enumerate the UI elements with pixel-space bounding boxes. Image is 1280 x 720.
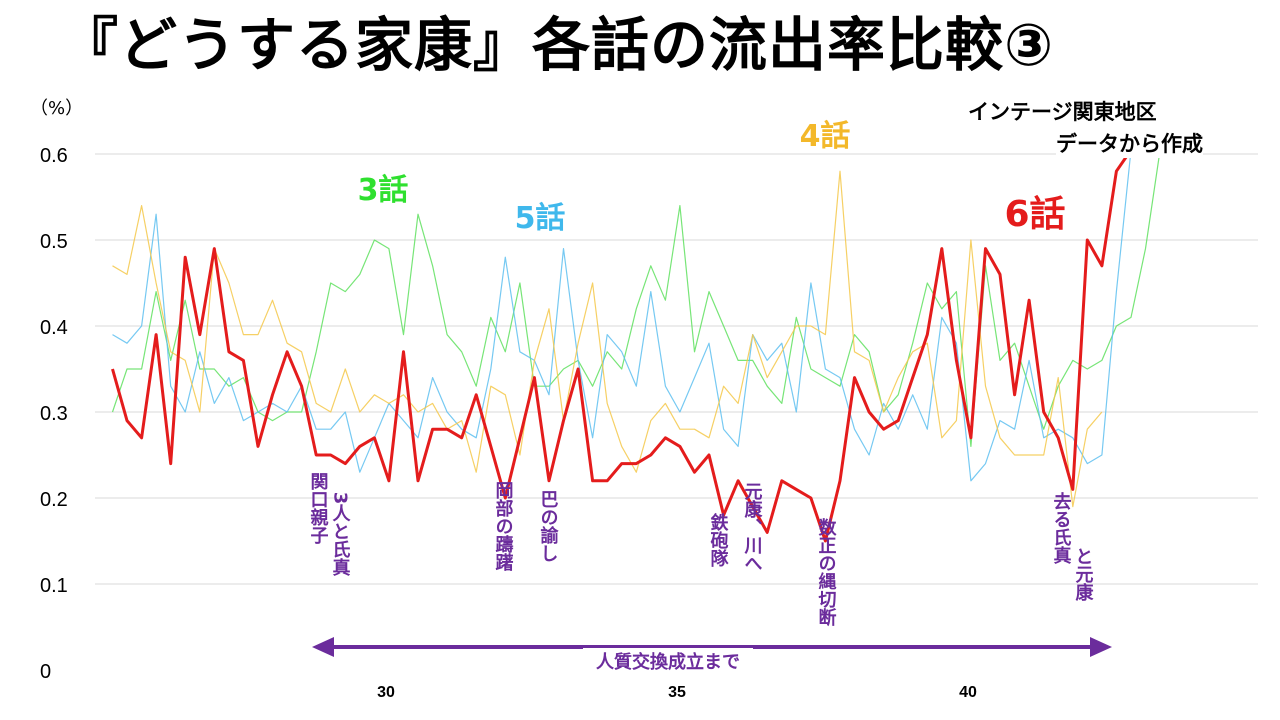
y-tick-label: 0.1 [40,575,68,597]
x-tick-label: 30 [377,684,395,701]
series-line-4 [111,149,1133,543]
annotation-2: 3人と氏真 [330,492,351,577]
span-arrow-left-head [312,637,334,657]
span-arrow-label-bg [583,648,753,672]
x-axis-ticks: 30 35 40 [377,684,977,701]
series-label: 3話 [358,173,409,208]
annotation-8: 去る氏真 [1051,491,1072,565]
series-line-2 [112,149,1146,482]
y-tick-label: 0.3 [40,403,68,425]
y-tick-label: 0.6 [40,145,68,167]
y-tick-label: 0.4 [40,317,68,339]
source-note-line1: インテージ関東地区 [968,96,1157,126]
series-lines [111,149,1161,543]
source-note-line2: データから作成 [1056,128,1203,158]
annotation-5: 鉄砲隊 [708,512,729,567]
span-arrow-label: 人質交換成立まで [596,651,740,673]
annotation-text: と元康 [1073,547,1094,602]
annotation-text: 去る氏真 [1051,491,1072,565]
annotation-4: 巴の諭し [538,490,559,562]
annotation-text: 鉄砲隊 [708,512,729,567]
y-tick-label: 0.2 [40,489,68,511]
annotation-6: 元康、川へ [742,482,764,572]
y-tick-label: 0 [40,661,51,683]
series-line-3 [112,170,1103,508]
x-tick-label: 40 [959,684,977,701]
chart-title: 『どうする家康』各話の流出率比較③ [60,11,1055,79]
y-tick-label: 0.5 [40,231,68,253]
annotation-text: 数正の縄切断 [816,517,837,627]
series-label: 5話 [515,201,566,236]
annotation-text: 元康、川へ [742,482,764,572]
annotation-9: と元康 [1073,547,1094,602]
y-axis-unit: （%） [30,98,84,119]
gridlines [95,153,1258,585]
annotation-text: 関口親子 [308,472,329,544]
span-arrow-right-head [1090,637,1112,657]
series-label: 4話 [800,119,851,154]
annotation-text: 岡部の躊躇 [493,481,514,572]
span-arrow: 人質交換成立まで [312,637,1112,673]
series-label: 6話 [1004,194,1065,235]
series-labels: 3話 5話 4話 6話 [358,119,1066,236]
annotation-text: 3人と氏真 [330,492,351,577]
annotation-text: 巴の諭し [538,490,559,562]
annotation-3: 岡部の躊躇 [493,481,514,572]
x-tick-label: 35 [668,684,686,701]
annotation-1: 関口親子 [308,472,329,544]
y-axis-ticks: 0 0.1 0.2 0.3 0.4 0.5 0.6 [40,145,68,683]
annotation-7: 数正の縄切断 [816,517,837,627]
